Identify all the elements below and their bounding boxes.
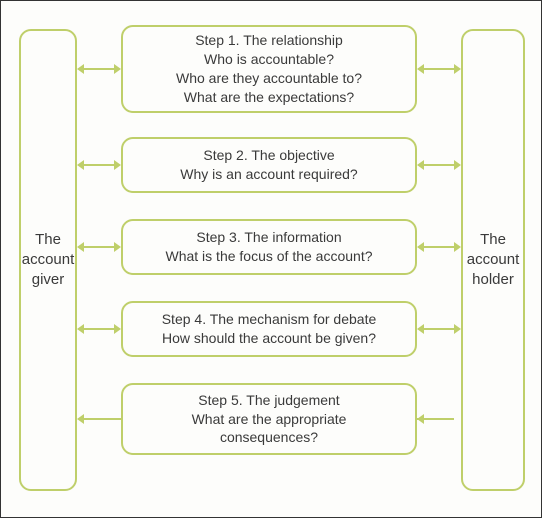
left-line-0: The <box>35 230 61 250</box>
step-2-box: Step 2. The objectiveWhy is an account r… <box>121 137 417 193</box>
arrow-left-step-3 <box>77 239 121 255</box>
left-line-1: account <box>22 250 75 270</box>
step-1-line-2: What are the expectations? <box>184 88 354 107</box>
arrow-right-step-4 <box>417 321 461 337</box>
arrow-left-step-5 <box>77 411 121 427</box>
arrow-left-step-2 <box>77 157 121 173</box>
step-1-title: Step 1. The relationship <box>195 31 343 50</box>
step-1-line-1: Who are they accountable to? <box>176 69 362 88</box>
step-1-line-0: Who is accountable? <box>204 50 334 69</box>
account-holder-box: The account holder <box>461 29 525 491</box>
step-3-title: Step 3. The information <box>196 228 341 247</box>
right-line-1: account <box>467 250 520 270</box>
step-2-line-0: Why is an account required? <box>180 165 357 184</box>
arrow-right-step-3 <box>417 239 461 255</box>
step-1-box: Step 1. The relationshipWho is accountab… <box>121 25 417 113</box>
arrow-right-step-2 <box>417 157 461 173</box>
right-line-0: The <box>480 230 506 250</box>
arrow-left-step-1 <box>77 61 121 77</box>
account-giver-box: The account giver <box>19 29 77 491</box>
arrow-right-step-1 <box>417 61 461 77</box>
step-4-box: Step 4. The mechanism for debateHow shou… <box>121 301 417 357</box>
step-3-box: Step 3. The informationWhat is the focus… <box>121 219 417 275</box>
step-2-title: Step 2. The objective <box>203 146 334 165</box>
step-4-line-0: How should the account be given? <box>162 329 376 348</box>
right-line-2: holder <box>472 270 514 290</box>
step-5-title: Step 5. The judgement <box>198 391 339 410</box>
step-4-title: Step 4. The mechanism for debate <box>162 310 377 329</box>
left-line-2: giver <box>32 270 65 290</box>
arrow-left-step-4 <box>77 321 121 337</box>
diagram-frame: The account giver The account holder Ste… <box>0 0 542 518</box>
step-5-line-1: consequences? <box>220 428 318 447</box>
arrow-right-step-5 <box>417 411 461 427</box>
step-5-line-0: What are the appropriate <box>192 410 347 429</box>
step-3-line-0: What is the focus of the account? <box>165 247 372 266</box>
step-5-box: Step 5. The judgementWhat are the approp… <box>121 383 417 455</box>
